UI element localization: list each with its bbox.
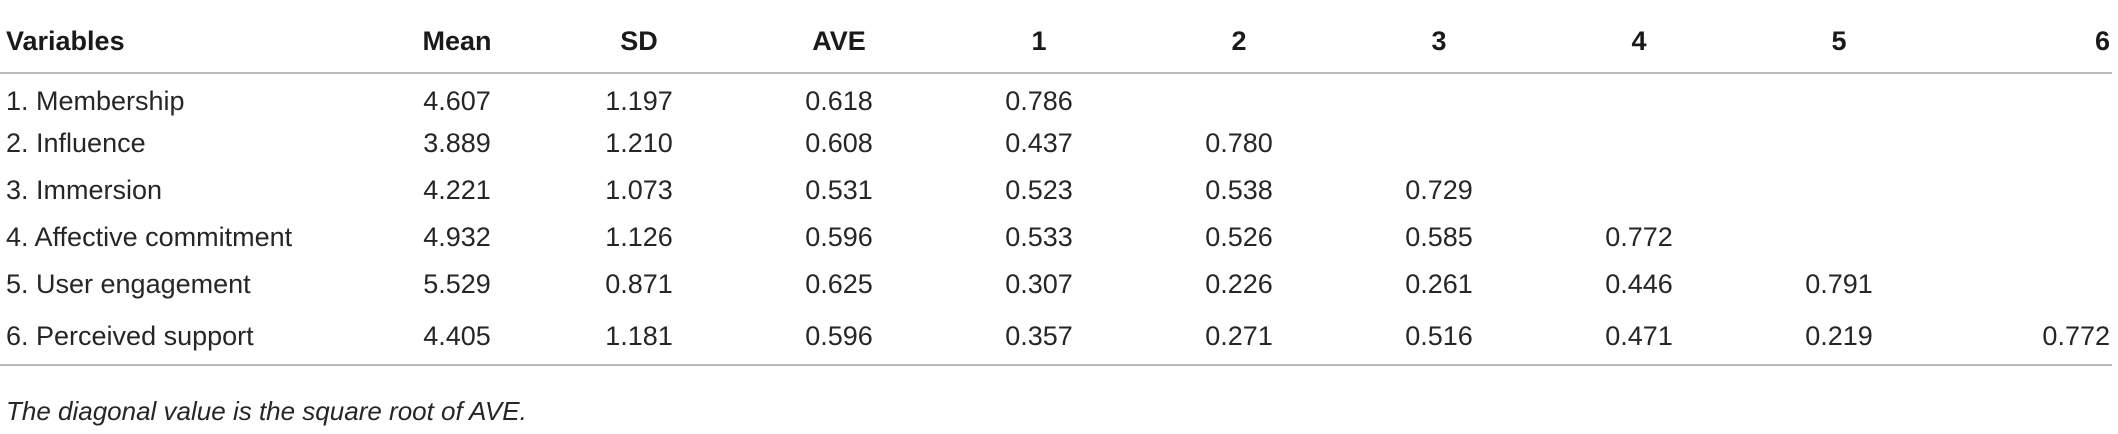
cell-ave: 0.625 — [805, 269, 873, 299]
header-col-6: 6 — [2094, 25, 2110, 56]
cell-variable: 3. Immersion — [6, 175, 163, 205]
cell-c6 — [1939, 261, 2112, 308]
correlation-table-container: Variables Mean SD AVE 1 2 3 4 5 6 1. Mem… — [0, 10, 2112, 366]
table-row: 3. Immersion 4.221 1.073 0.531 0.523 0.5… — [0, 167, 2112, 214]
cell-ave: 0.608 — [805, 128, 873, 158]
cell-c6 — [1939, 73, 2112, 120]
table-row: 6. Perceived support 4.405 1.181 0.596 0… — [0, 308, 2112, 365]
cell-c1: 0.523 — [1005, 175, 1073, 205]
cell-c2: 0.526 — [1205, 222, 1273, 252]
cell-c6: 0.772 — [2042, 320, 2110, 351]
cell-c3: 0.261 — [1405, 269, 1473, 299]
table-row: 5. User engagement 5.529 0.871 0.625 0.3… — [0, 261, 2112, 308]
cell-c3: 0.729 — [1405, 175, 1473, 205]
cell-ave: 0.596 — [805, 320, 873, 351]
table-row: 1. Membership 4.607 1.197 0.618 0.786 — [0, 73, 2112, 120]
cell-c6 — [1939, 214, 2112, 261]
table-footnote: The diagonal value is the square root of… — [6, 396, 527, 426]
table-row: 4. Affective commitment 4.932 1.126 0.59… — [0, 214, 2112, 261]
cell-variable: 6. Perceived support — [6, 320, 254, 351]
header-sd: SD — [620, 25, 658, 56]
cell-sd: 0.871 — [605, 269, 673, 299]
cell-c5 — [1739, 167, 1939, 214]
cell-c5: 0.791 — [1805, 269, 1873, 299]
cell-c2: 0.226 — [1205, 269, 1273, 299]
cell-c4 — [1539, 120, 1739, 167]
correlation-table: Variables Mean SD AVE 1 2 3 4 5 6 1. Mem… — [0, 10, 2112, 366]
cell-c4: 0.772 — [1605, 222, 1673, 252]
header-col-1: 1 — [1031, 25, 1047, 56]
cell-c1: 0.307 — [1005, 269, 1073, 299]
cell-c4 — [1539, 167, 1739, 214]
cell-c2 — [1139, 73, 1339, 120]
cell-c3 — [1339, 73, 1539, 120]
cell-c3 — [1339, 120, 1539, 167]
cell-ave: 0.596 — [805, 222, 873, 252]
header-col-4: 4 — [1631, 25, 1647, 56]
cell-c5 — [1739, 214, 1939, 261]
header-col-5: 5 — [1831, 25, 1847, 56]
cell-c6 — [1939, 167, 2112, 214]
cell-variable: 1. Membership — [6, 85, 185, 116]
cell-c3: 0.585 — [1405, 222, 1473, 252]
cell-sd: 1.197 — [605, 85, 673, 116]
cell-c1: 0.357 — [1005, 320, 1073, 351]
cell-c1: 0.437 — [1005, 128, 1073, 158]
cell-c5 — [1739, 73, 1939, 120]
cell-mean: 4.607 — [423, 85, 491, 116]
header-row: Variables Mean SD AVE 1 2 3 4 5 6 — [0, 10, 2112, 73]
cell-c2: 0.271 — [1205, 320, 1273, 351]
cell-mean: 3.889 — [423, 128, 491, 158]
header-mean: Mean — [422, 25, 492, 56]
cell-c5 — [1739, 120, 1939, 167]
cell-mean: 4.405 — [423, 320, 491, 351]
header-col-2: 2 — [1231, 25, 1247, 56]
cell-ave: 0.531 — [805, 175, 873, 205]
cell-sd: 1.126 — [605, 222, 673, 252]
cell-c4: 0.446 — [1605, 269, 1673, 299]
header-ave: AVE — [812, 25, 866, 56]
cell-c2: 0.538 — [1205, 175, 1273, 205]
header-variables: Variables — [6, 25, 125, 56]
cell-c4: 0.471 — [1605, 320, 1673, 351]
cell-variable: 5. User engagement — [6, 269, 251, 299]
table-row: 2. Influence 3.889 1.210 0.608 0.437 0.7… — [0, 120, 2112, 167]
cell-c1: 0.786 — [1005, 85, 1073, 116]
cell-c4 — [1539, 73, 1739, 120]
cell-c5: 0.219 — [1805, 320, 1873, 351]
cell-c2: 0.780 — [1205, 128, 1273, 158]
cell-mean: 5.529 — [423, 269, 491, 299]
cell-c1: 0.533 — [1005, 222, 1073, 252]
cell-sd: 1.210 — [605, 128, 673, 158]
cell-variable: 2. Influence — [6, 128, 146, 158]
cell-mean: 4.221 — [423, 175, 491, 205]
cell-sd: 1.073 — [605, 175, 673, 205]
cell-mean: 4.932 — [423, 222, 491, 252]
cell-variable: 4. Affective commitment — [6, 222, 293, 252]
cell-ave: 0.618 — [805, 85, 873, 116]
cell-c6 — [1939, 120, 2112, 167]
cell-c3: 0.516 — [1405, 320, 1473, 351]
header-col-3: 3 — [1431, 25, 1447, 56]
cell-sd: 1.181 — [605, 320, 673, 351]
